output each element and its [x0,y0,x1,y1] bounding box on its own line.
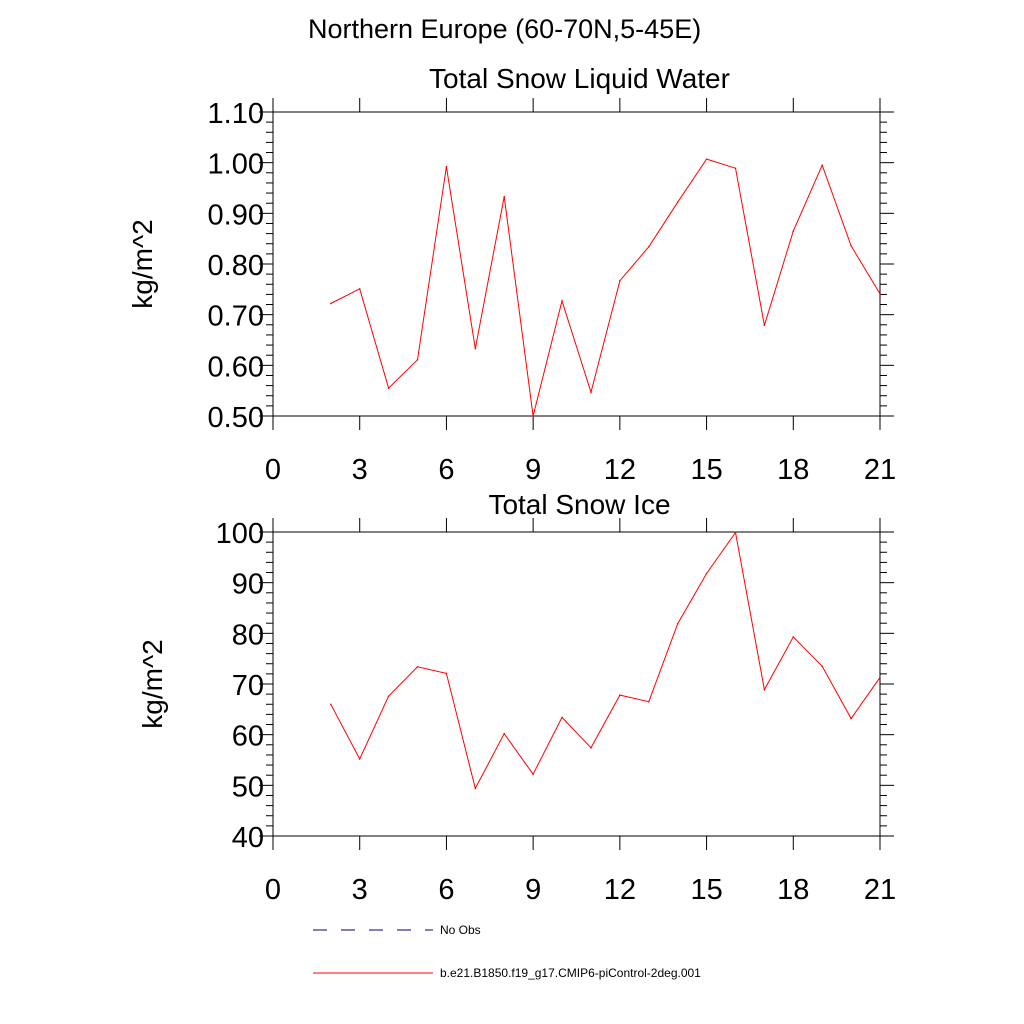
data-point [503,732,506,735]
y-axis-label: kg/m^2 [127,219,158,308]
x-tick-label: 0 [265,454,281,486]
data-point [792,230,795,232]
data-point [503,195,506,198]
data-point [763,688,766,691]
y-tick-label: 40 [232,822,264,854]
x-tick-label: 3 [352,874,368,906]
legend-model-label: b.e21.B1850.f19_g17.CMIP6-piControl-2deg… [440,966,701,980]
data-point [619,694,621,696]
region-title: Northern Europe (60-70N,5-45E) [308,14,702,44]
data-point [330,302,332,305]
data-point [358,758,361,760]
data-point [445,165,448,168]
data-point [821,665,823,668]
x-tick-label: 18 [777,874,809,906]
data-point [561,300,563,302]
y-tick-label: 0.90 [208,199,264,231]
data-point [676,622,679,625]
legend: No Obs b.e21.B1850.f19_g17.CMIP6-piContr… [313,923,701,980]
data-point [734,167,737,170]
plot-frame [272,531,881,837]
chart-title: Total Snow Ice [488,489,670,520]
y-tick-label: 70 [232,670,264,702]
data-point [676,201,679,203]
data-point [561,716,563,719]
panel-snow-liquid-water: Total Snow Liquid Water kg/m^2 0 3 6 9 12 15 18 2… [127,63,896,486]
data-point [358,288,361,290]
data-point [821,164,823,166]
data-point [763,324,766,327]
x-tick-label: 6 [438,454,454,486]
data-point [705,158,708,160]
x-tick-label: 15 [690,454,722,486]
plot-frame [272,111,881,417]
y-tick-label: 0.50 [208,402,264,434]
panel-snow-ice: Total Snow Ice kg/m^2 0 3 6 9 12 15 18 21 40 50 60 70… [137,489,896,906]
data-point [590,391,592,393]
y-tick-label: 0.80 [208,250,264,282]
y-tick-label: 60 [232,721,264,753]
data-point [474,347,477,350]
data-point [647,700,650,703]
y-tick-label: 1.00 [208,149,264,181]
y-axis-label: kg/m^2 [137,639,168,728]
data-point [792,636,795,638]
data-point [387,695,390,697]
series-line [330,158,881,417]
legend-no-obs-label: No Obs [440,923,481,937]
x-tick-label: 21 [864,454,896,486]
x-tick-label: 9 [525,874,541,906]
y-tick-label: 1.10 [208,98,264,130]
data-point [705,572,708,575]
data-point [387,387,390,389]
data-point [734,531,737,534]
data-point [474,787,477,790]
data-point [879,676,881,679]
data-point [416,358,419,361]
x-tick-label: 3 [352,454,368,486]
data-point [619,279,621,282]
data-point [590,747,592,749]
data-point [647,245,650,248]
data-point [850,244,852,247]
x-tick-label: 18 [777,454,809,486]
x-tick-label: 12 [604,454,636,486]
x-tick-label: 0 [265,874,281,906]
y-tick-label: 90 [232,569,264,601]
data-point [532,415,534,417]
data-point [879,293,881,295]
data-point [330,703,332,706]
y-tick-label: 100 [216,518,264,550]
x-tick-label: 6 [438,874,454,906]
y-tick-label: 50 [232,771,264,803]
data-point [850,717,852,720]
x-tick-label: 15 [690,874,722,906]
y-tick-label: 0.70 [208,301,264,333]
chart-title: Total Snow Liquid Water [429,63,730,94]
x-tick-label: 9 [525,454,541,486]
data-point [445,672,448,675]
x-tick-label: 12 [604,874,636,906]
y-tick-label: 0.60 [208,351,264,383]
y-tick-label: 80 [232,619,264,651]
series-line [330,531,881,790]
data-point [416,665,419,668]
x-tick-label: 21 [864,874,896,906]
data-point [532,773,534,775]
